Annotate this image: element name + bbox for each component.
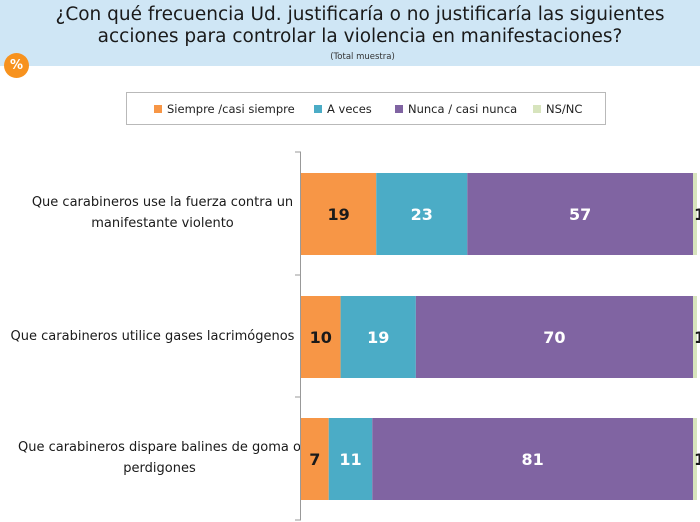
legend-swatch-nsnc: [533, 105, 541, 113]
bar-nsnc-2: [693, 418, 697, 500]
bar-nunca-2: [372, 418, 694, 500]
bar-siempre-1: [301, 296, 341, 378]
legend-swatch-a-veces: [314, 105, 322, 113]
legend-item-nsnc: NS/NC: [533, 102, 582, 116]
percent-badge: %: [4, 53, 29, 78]
data-label-siempre-2: 7: [309, 450, 320, 469]
data-label-nunca-0: 57: [569, 205, 591, 224]
data-label-nunca-1: 70: [543, 328, 565, 347]
category-label-balines: Que carabineros dispare balines de goma …: [18, 440, 301, 476]
legend-item-siempre: Siempre /casi siempre: [154, 102, 295, 116]
data-label-nsnc-1: 1: [694, 328, 700, 347]
legend-label-nunca: Nunca / casi nunca: [408, 102, 518, 116]
legend-label-nsnc: NS/NC: [546, 102, 583, 116]
data-label-nsnc-2: 1: [694, 450, 700, 469]
header-banner: [0, 0, 700, 66]
bar-nunca-1: [415, 296, 694, 378]
legend-swatch-siempre: [154, 105, 162, 113]
data-label-nsnc-0: 1: [694, 205, 700, 224]
legend-label-a-veces: A veces: [327, 102, 372, 116]
data-label-a_veces-0: 23: [411, 205, 433, 224]
chart-title: ¿Con qué frecuencia Ud. justificaría o n…: [55, 4, 665, 47]
data-label-a_veces-2: 11: [339, 450, 361, 469]
category-label-gases: Que carabineros utilice gases lacrimógen…: [10, 329, 295, 344]
chart-subtitle: (Total muestra): [330, 52, 395, 62]
data-label-nunca-2: 81: [522, 450, 544, 469]
bar-a_veces-2: [328, 418, 373, 500]
data-label-siempre-1: 10: [310, 328, 332, 347]
bar-a_veces-0: [376, 173, 468, 255]
bar-nsnc-0: [693, 173, 697, 255]
bar-nunca-0: [467, 173, 694, 255]
data-label-a_veces-1: 19: [367, 328, 389, 347]
legend: Siempre /casi siempre A veces Nunca / ca…: [126, 92, 606, 125]
legend-swatch-nunca: [395, 105, 403, 113]
bar-nsnc-1: [693, 296, 697, 378]
legend-item-nunca: Nunca / casi nunca: [395, 102, 517, 116]
legend-item-a-veces: A veces: [314, 102, 372, 116]
bar-siempre-0: [301, 173, 377, 255]
legend-label-siempre: Siempre /casi siempre: [167, 102, 295, 116]
category-label-fuerza: Que carabineros use la fuerza contra un …: [31, 195, 294, 231]
bar-siempre-2: [301, 418, 329, 500]
data-label-siempre-0: 19: [327, 205, 349, 224]
bar-a_veces-1: [340, 296, 416, 378]
